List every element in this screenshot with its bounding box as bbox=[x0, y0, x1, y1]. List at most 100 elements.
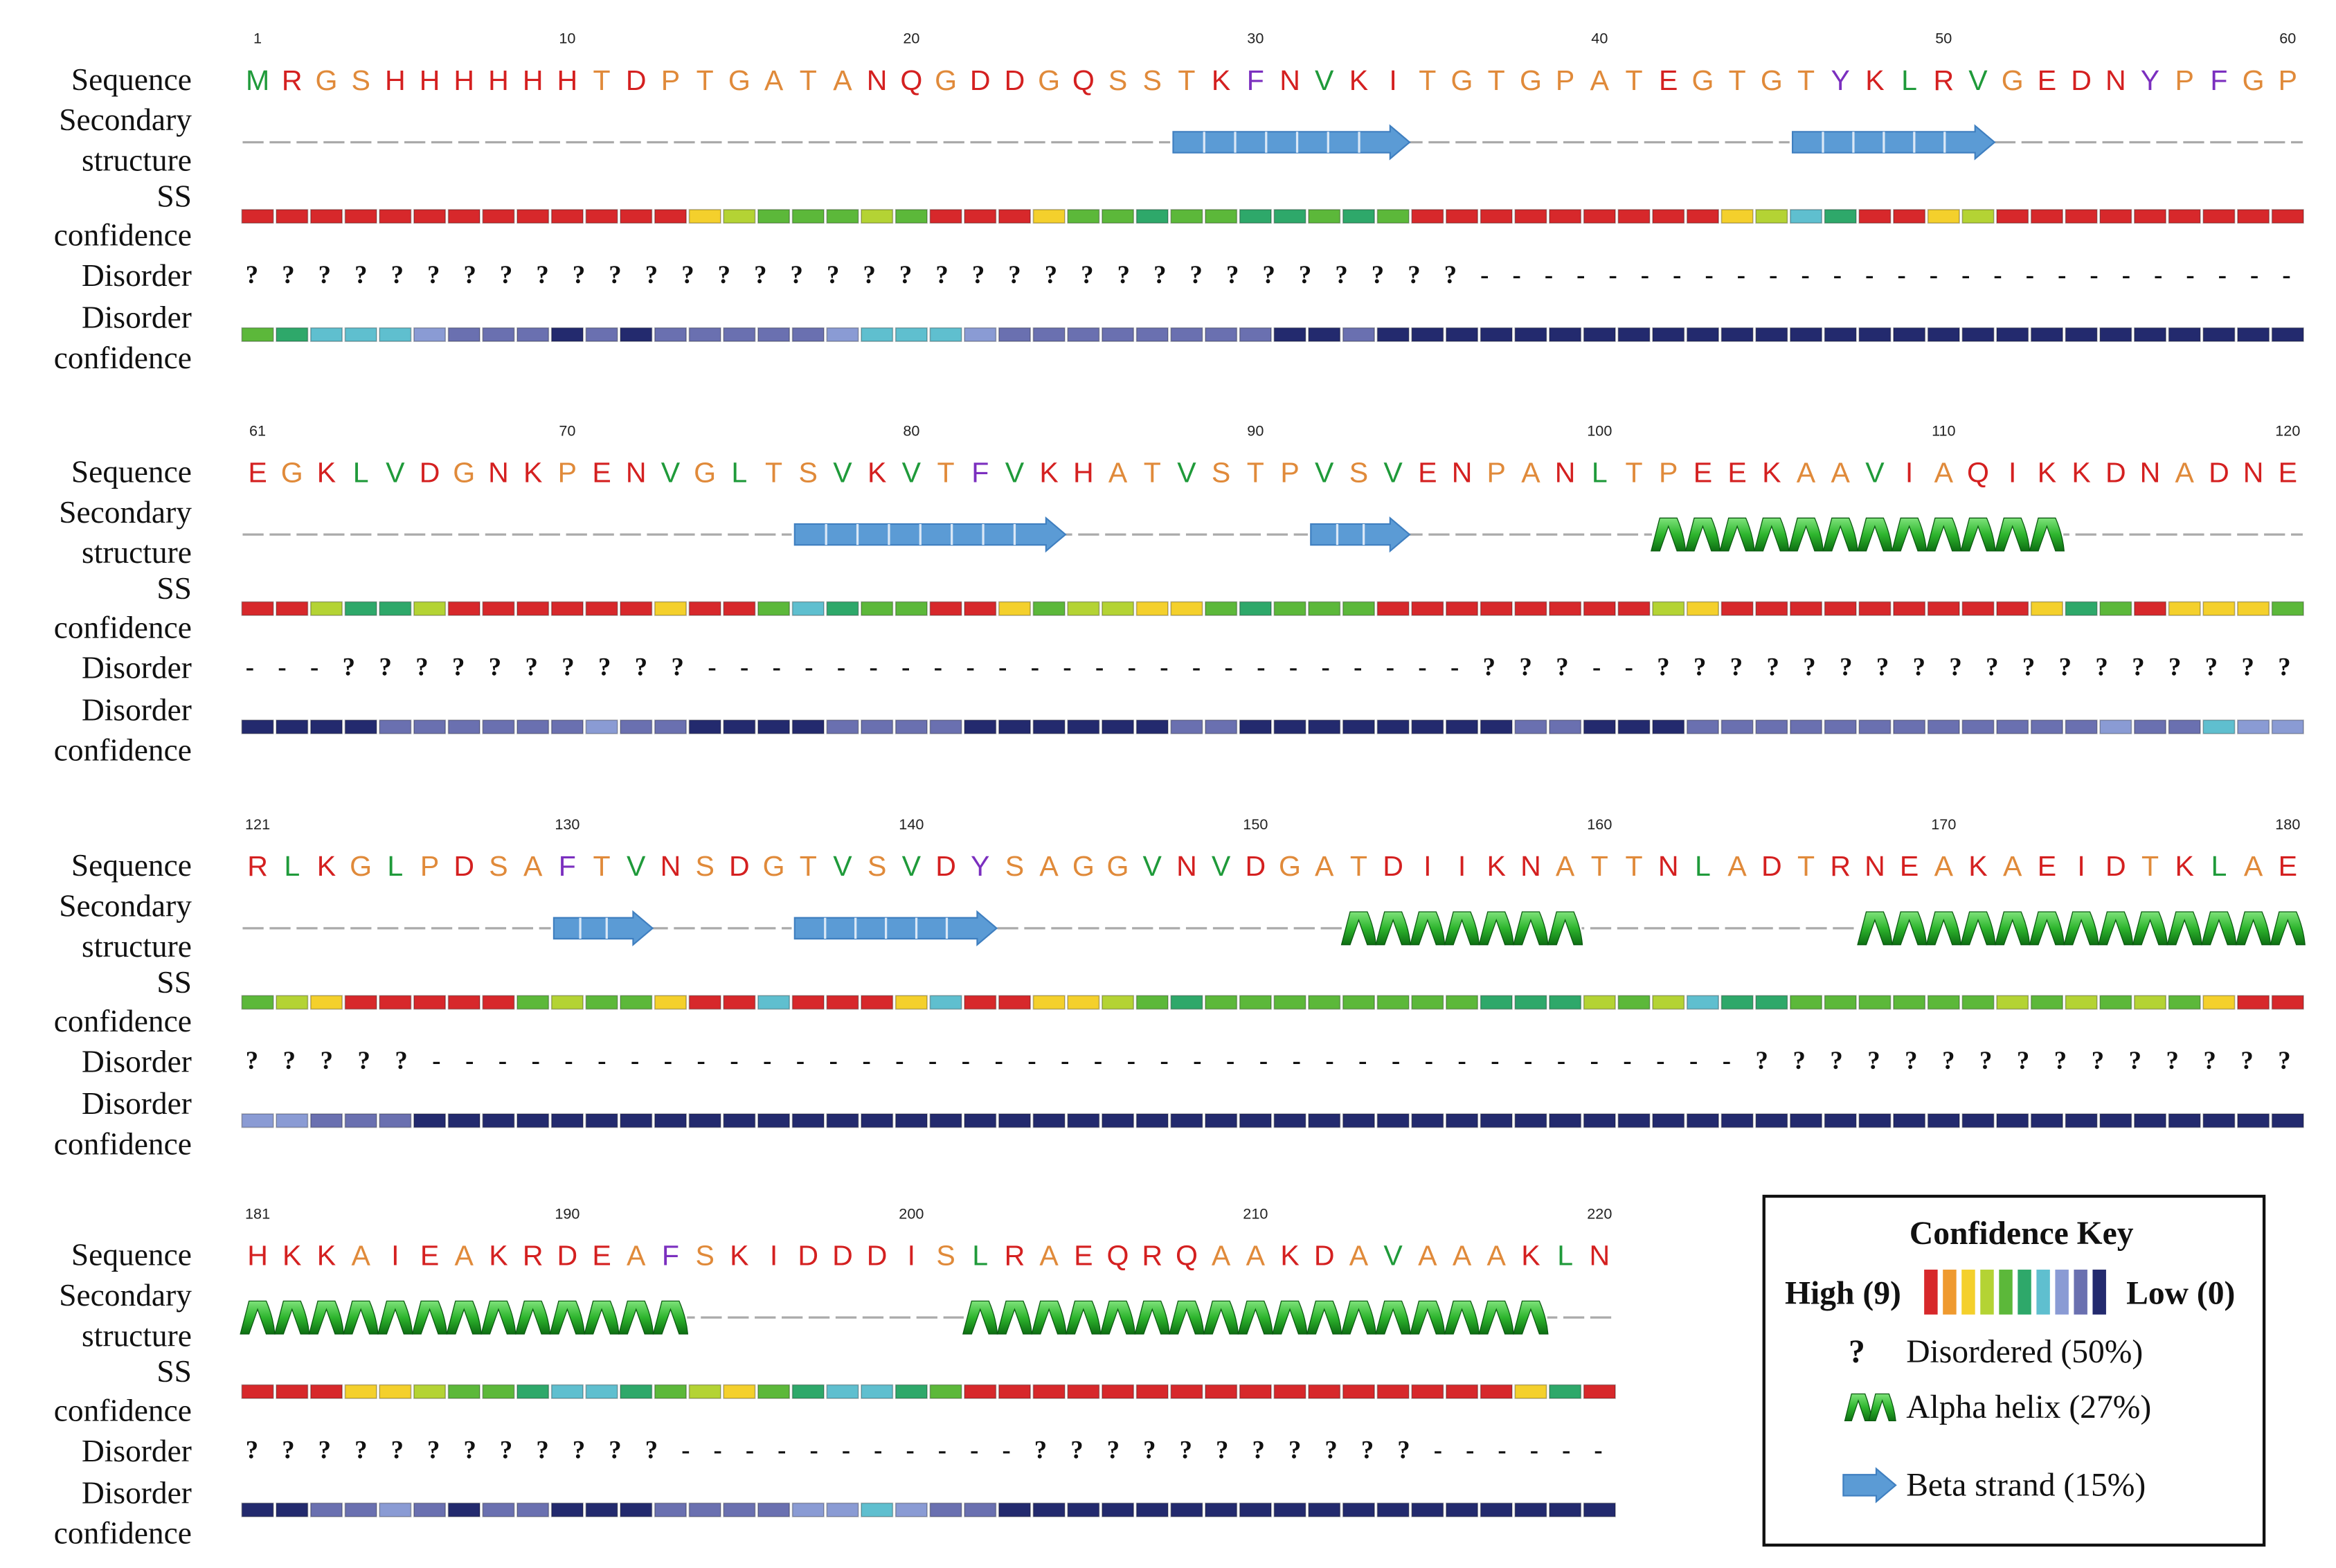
ss-confidence-bar bbox=[309, 1384, 343, 1399]
residue: G bbox=[694, 456, 716, 488]
residue: N bbox=[2140, 456, 2161, 488]
disorder-confidence-bar bbox=[309, 719, 343, 735]
ss-confidence-bar bbox=[1893, 995, 1926, 1010]
ss-confidence-bar bbox=[585, 995, 618, 1010]
ss-confidence-bar bbox=[585, 208, 618, 224]
helix-turn bbox=[1444, 911, 1480, 946]
ss-confidence-bar bbox=[826, 208, 859, 224]
residue: Q bbox=[900, 64, 922, 96]
disorder-confidence-bar bbox=[1445, 719, 1479, 735]
disorder-confidence-bar bbox=[929, 327, 962, 342]
disorder-confidence-bar bbox=[1101, 1113, 1135, 1128]
disorder-confidence-bar bbox=[516, 327, 550, 342]
disorder-confidence-bar bbox=[1549, 1113, 1582, 1128]
residue: A bbox=[351, 1239, 370, 1271]
ss-confidence-bar bbox=[1686, 995, 1720, 1010]
residue: K bbox=[868, 456, 886, 488]
beta-strand bbox=[1310, 516, 1411, 553]
ss-confidence-bar bbox=[1514, 995, 1547, 1010]
ss-confidence-bar bbox=[1445, 995, 1479, 1010]
disorder-confidence-bar bbox=[1514, 1113, 1547, 1128]
disorder-confidence-bar bbox=[1411, 719, 1444, 735]
helix-turn bbox=[446, 1300, 482, 1335]
residue: E bbox=[1074, 1239, 1093, 1271]
residue: T bbox=[1178, 64, 1195, 96]
disorder-confidence-bar bbox=[1067, 327, 1100, 342]
helix-turn bbox=[2235, 911, 2272, 946]
helix-turn bbox=[514, 1300, 551, 1335]
residue: H bbox=[557, 64, 578, 96]
ss-confidence-bar bbox=[2030, 208, 2063, 224]
ss-confidence-bar bbox=[1342, 208, 1376, 224]
helix-turn bbox=[1444, 1300, 1480, 1335]
residue: S bbox=[1005, 850, 1024, 882]
helix-turn bbox=[1788, 517, 1824, 552]
residue: I bbox=[2009, 456, 2016, 488]
ss-confidence-bar bbox=[1824, 601, 1857, 616]
residue: P bbox=[661, 64, 680, 96]
helix-turn bbox=[1340, 1300, 1377, 1335]
residue: D bbox=[557, 1239, 578, 1271]
ss-confidence-bar bbox=[1170, 601, 1203, 616]
residue: A bbox=[2244, 850, 2263, 882]
residue: A bbox=[1418, 1239, 1437, 1271]
ss-confidence-bar bbox=[1239, 995, 1272, 1010]
alpha-helix bbox=[240, 1300, 689, 1335]
residue: G bbox=[1761, 64, 1783, 96]
residue: D bbox=[2105, 456, 2126, 488]
disorder-confidence-bar bbox=[2202, 719, 2236, 735]
helix-turn bbox=[618, 1300, 654, 1335]
residue: P bbox=[1556, 64, 1574, 96]
ss-confidence-bar bbox=[688, 995, 721, 1010]
disorder-confidence-bar bbox=[998, 1502, 1032, 1517]
disorder-confidence-bar bbox=[1583, 1502, 1616, 1517]
ss-confidence-bar bbox=[688, 1384, 721, 1399]
disorder-confidence-bar bbox=[1480, 327, 1513, 342]
key-swatch bbox=[2018, 1269, 2031, 1315]
residue: K bbox=[317, 1239, 336, 1271]
disorder-prediction: ??????????????????????????????????------… bbox=[246, 260, 2291, 289]
helix-turn bbox=[1995, 911, 2031, 946]
ss-confidence-bar bbox=[2168, 208, 2201, 224]
helix-turn bbox=[2098, 911, 2134, 946]
ss-confidence-bar bbox=[482, 601, 515, 616]
residue: V bbox=[1212, 850, 1231, 882]
ss-confidence-bar bbox=[1961, 208, 1995, 224]
residue: G bbox=[2002, 64, 2024, 96]
ss-confidence-bar bbox=[585, 601, 618, 616]
residue: S bbox=[868, 850, 886, 882]
residue: V bbox=[1005, 456, 1025, 488]
ss-confidence-bar bbox=[1893, 208, 1926, 224]
disorder-confidence-bar bbox=[1376, 327, 1410, 342]
row-label: Disorder bbox=[82, 651, 192, 685]
ss-confidence-bar bbox=[241, 208, 274, 224]
ss-confidence-bar bbox=[2168, 601, 2201, 616]
disorder-confidence-bar bbox=[688, 327, 721, 342]
ss-confidence-bar bbox=[1824, 995, 1857, 1010]
residue: T bbox=[1419, 64, 1436, 96]
residue: P bbox=[2279, 64, 2297, 96]
disorder-confidence-bar bbox=[1342, 719, 1376, 735]
position-number: 50 bbox=[1935, 30, 1952, 47]
disorder-confidence-bar bbox=[723, 719, 756, 735]
residue: V bbox=[661, 456, 681, 488]
residue: S bbox=[1212, 456, 1230, 488]
residue: L bbox=[1695, 850, 1711, 882]
ss-confidence-bar bbox=[2202, 601, 2236, 616]
helix-turn bbox=[1375, 1300, 1411, 1335]
residue: Q bbox=[1967, 456, 1989, 488]
ss-confidence-bar bbox=[2065, 208, 2098, 224]
disorder-confidence-bar bbox=[447, 1502, 480, 1517]
beta-strand bbox=[1842, 1467, 1897, 1504]
disorder-confidence-bar bbox=[791, 1113, 825, 1128]
ss-confidence-bar bbox=[861, 995, 894, 1010]
disorder-confidence-bar bbox=[1101, 719, 1135, 735]
ss-confidence-bar bbox=[1308, 208, 1341, 224]
residue: A bbox=[1453, 1239, 1472, 1271]
ss-confidence-bar bbox=[1205, 995, 1238, 1010]
helix-turn bbox=[2029, 517, 2065, 552]
position-number: 210 bbox=[1243, 1205, 1268, 1222]
ss-confidence-bar bbox=[791, 208, 825, 224]
disorder-confidence-bar bbox=[826, 1502, 859, 1517]
